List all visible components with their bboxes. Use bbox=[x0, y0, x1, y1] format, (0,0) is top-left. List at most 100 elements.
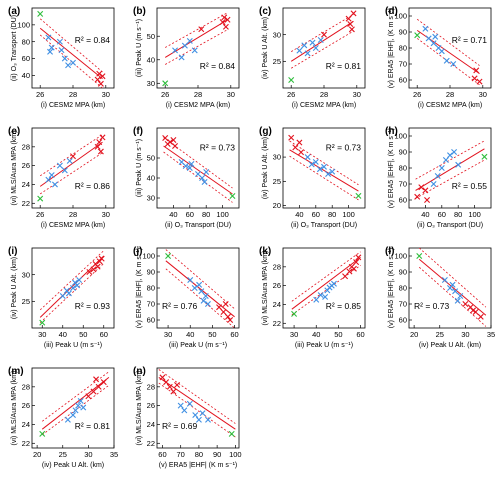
plot-frame bbox=[282, 247, 366, 329]
data-point-blue bbox=[322, 293, 329, 300]
x-tick-label: 28 bbox=[194, 90, 202, 99]
y-tick-label: 50 bbox=[147, 32, 155, 41]
data-point-blue bbox=[188, 161, 195, 167]
data-point-green bbox=[481, 153, 488, 160]
y-tick-label: 100 bbox=[394, 12, 407, 21]
data-point-blue bbox=[312, 158, 319, 165]
marker-stroke bbox=[432, 33, 439, 40]
data-point-blue bbox=[72, 279, 79, 286]
y-tick-label: 100 bbox=[17, 20, 30, 29]
y-axis-label: (v) ERA5 |EHF|, (K m s⁻¹) bbox=[388, 128, 395, 208]
data-point-blue bbox=[430, 40, 437, 47]
marker-stroke bbox=[90, 266, 97, 273]
y-tick-label: 30 bbox=[147, 194, 155, 203]
x-tick-label: 80 bbox=[454, 210, 462, 219]
data-point-blue bbox=[454, 297, 461, 304]
data-point-red bbox=[350, 265, 357, 272]
data-point-blue bbox=[434, 173, 441, 179]
x-tick-label: 40 bbox=[59, 330, 67, 339]
data-point-red bbox=[94, 263, 101, 270]
x-tick-label: 70 bbox=[177, 450, 185, 459]
confidence-lower bbox=[290, 30, 354, 69]
y-tick-label: 26 bbox=[22, 401, 30, 410]
data-point-blue bbox=[64, 416, 71, 423]
x-axis-label: (ii) O₃ Transport (DU) bbox=[165, 222, 231, 229]
marker-stroke bbox=[347, 21, 354, 27]
marker-stroke bbox=[51, 181, 58, 188]
x-tick-label: 100 bbox=[342, 210, 355, 219]
data-point-red bbox=[219, 19, 226, 26]
data-point-red bbox=[198, 26, 205, 33]
marker-stroke bbox=[191, 47, 198, 54]
plot-area bbox=[414, 18, 483, 86]
data-point-blue bbox=[191, 47, 198, 54]
data-point-red bbox=[172, 143, 179, 149]
data-point-blue bbox=[452, 288, 459, 295]
marker-stroke bbox=[199, 410, 206, 417]
data-point-blue bbox=[199, 175, 206, 181]
marker-stroke bbox=[321, 31, 327, 38]
marker-stroke bbox=[80, 404, 87, 411]
x-tick-label: 26 bbox=[36, 210, 44, 219]
r-squared-label: R² = 0.69 bbox=[162, 421, 197, 431]
marker-stroke bbox=[462, 301, 469, 307]
data-point-red bbox=[95, 383, 102, 390]
plot-area bbox=[39, 371, 110, 437]
panel-label: (n) bbox=[133, 366, 146, 377]
marker-stroke bbox=[202, 293, 209, 299]
x-tick-label: 20 bbox=[410, 330, 418, 339]
x-axis-label: (i) CESM2 MPA (km) bbox=[166, 102, 230, 109]
data-point-blue bbox=[438, 165, 445, 171]
confidence-upper bbox=[418, 248, 487, 308]
data-point-blue bbox=[186, 37, 193, 44]
y-axis-label: (iii) Peak U (m s⁻¹) bbox=[136, 19, 143, 77]
data-point-red bbox=[477, 313, 484, 320]
marker-stroke bbox=[450, 61, 457, 67]
marker-stroke bbox=[165, 253, 172, 259]
marker-stroke bbox=[473, 67, 480, 74]
data-point-blue bbox=[422, 25, 429, 32]
marker-stroke bbox=[441, 277, 448, 283]
marker-stroke bbox=[229, 193, 236, 199]
marker-stroke bbox=[222, 301, 229, 307]
x-tick-label: 100 bbox=[229, 450, 242, 459]
r-squared-label: R² = 0.73 bbox=[200, 142, 235, 152]
y-tick-label: 24 bbox=[22, 180, 30, 189]
marker-stroke bbox=[65, 62, 72, 69]
data-point-green bbox=[355, 192, 362, 199]
data-point-blue bbox=[312, 45, 319, 51]
y-tick-label: 24 bbox=[147, 420, 155, 429]
data-point-blue bbox=[48, 172, 55, 179]
y-tick-label: 60 bbox=[399, 316, 407, 325]
confidence-lower bbox=[165, 268, 235, 328]
data-point-red bbox=[298, 149, 305, 156]
y-tick-label: 90 bbox=[147, 268, 155, 277]
data-point-red bbox=[99, 134, 106, 141]
r-squared-label: R² = 0.84 bbox=[200, 61, 235, 71]
data-point-blue bbox=[304, 154, 311, 161]
y-axis-label: (iii) Peak U (m s⁻¹) bbox=[136, 139, 143, 197]
marker-stroke bbox=[422, 25, 429, 32]
marker-stroke bbox=[224, 313, 231, 320]
panel-label: (g) bbox=[259, 126, 272, 137]
marker-stroke bbox=[195, 416, 202, 423]
x-tick-label: 30 bbox=[290, 330, 298, 339]
data-point-red bbox=[471, 75, 478, 82]
data-point-red bbox=[224, 16, 231, 23]
x-tick-label: 30 bbox=[38, 330, 46, 339]
panel-m: 20 25 30 35 22 24 26 28 (iv) Peak U Alt. (km) (vi… bbox=[8, 366, 118, 469]
data-point-blue bbox=[425, 35, 432, 42]
marker-stroke bbox=[452, 288, 459, 295]
y-tick-label: 60 bbox=[147, 316, 155, 325]
panel-f: 40 60 80 100 30 40 50 (ii) O₃ Transport (DU) (ii… bbox=[133, 126, 240, 229]
marker-stroke bbox=[204, 301, 211, 307]
marker-stroke bbox=[72, 407, 79, 414]
marker-stroke bbox=[196, 281, 203, 288]
data-point-blue bbox=[313, 296, 320, 303]
data-point-blue bbox=[443, 57, 450, 64]
y-tick-label: 22 bbox=[22, 199, 30, 208]
plot-area bbox=[288, 134, 362, 201]
data-point-red bbox=[348, 26, 355, 33]
marker-stroke bbox=[200, 297, 207, 304]
marker-stroke bbox=[170, 388, 177, 395]
